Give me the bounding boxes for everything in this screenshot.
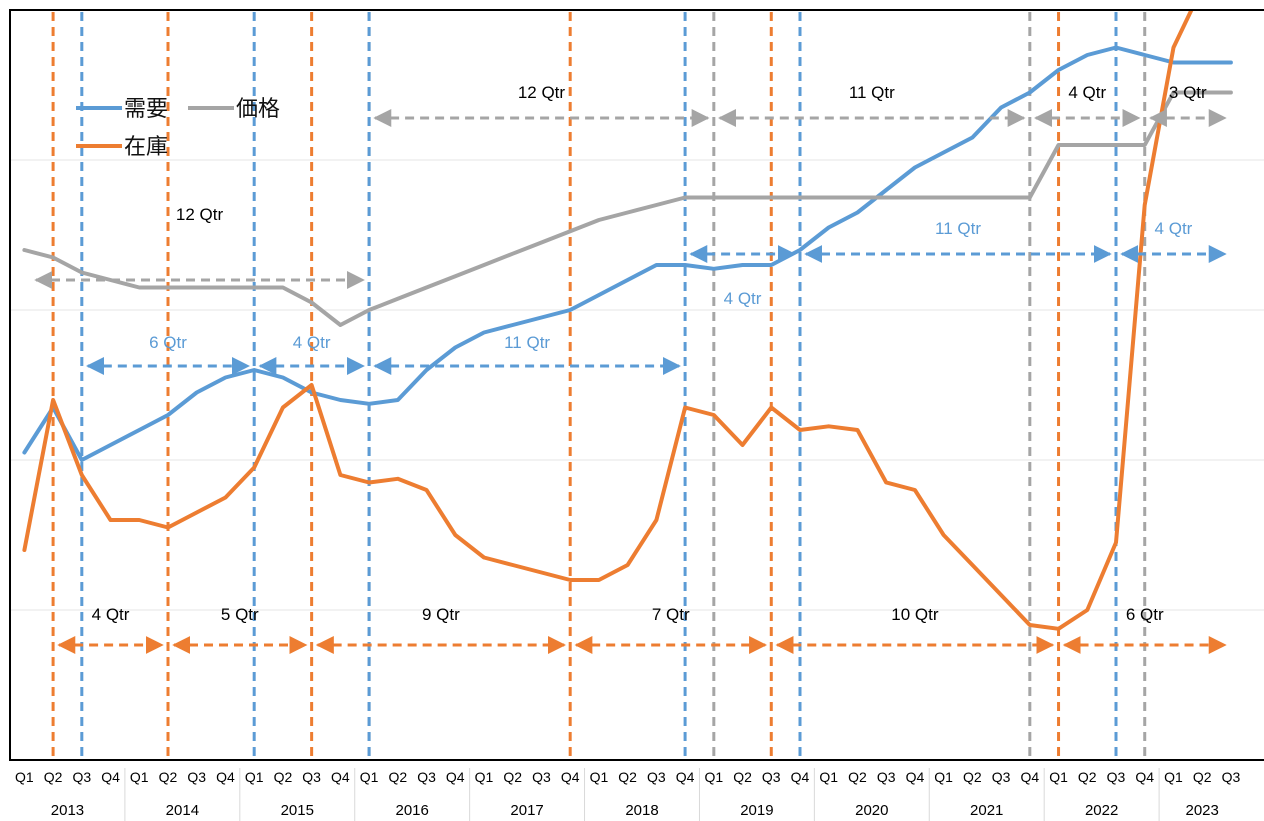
x-year-label: 2021 [970, 802, 1003, 819]
cycle-arrows: 12 Qtr 12 Qtr 11 Qtr 4 Qtr 3 Qtr 6 Qtr 4 Qtr 11… [34, 83, 1227, 654]
x-tick-label: Q3 [187, 769, 206, 785]
x-tick-label: Q3 [1222, 769, 1241, 785]
legend-label-demand: 需要 [124, 97, 168, 122]
x-tick-label: Q4 [1135, 769, 1154, 785]
x-tick-label: Q4 [791, 769, 810, 785]
inventory-cycle-label: 10 Qtr [891, 605, 939, 624]
demand-cycle-label: 11 Qtr [935, 219, 981, 238]
x-tick-label: Q2 [618, 769, 637, 785]
inventory-series-line [22, 10, 1194, 631]
legend-label-price: 価格 [236, 97, 280, 122]
legend: 需要 価格 在庫 [76, 97, 280, 160]
plot-border [9, 9, 1264, 761]
x-tick-label: Q1 [245, 769, 264, 785]
demand-series-line [22, 45, 1233, 462]
x-tick-label: Q1 [1164, 769, 1183, 785]
x-tick-label: Q1 [934, 769, 953, 785]
x-tick-label: Q4 [906, 769, 925, 785]
price-cycle-label: 12 Qtr [176, 205, 224, 224]
x-tick-label: Q1 [475, 769, 494, 785]
price-cycle-label: 4 Qtr [1068, 83, 1106, 102]
demand-cycle-label: 4 Qtr [293, 333, 331, 352]
demand-cycle-label: 6 Qtr [149, 333, 187, 352]
x-tick-label: Q3 [532, 769, 551, 785]
x-tick-label: Q3 [762, 769, 781, 785]
x-tick-label: Q2 [1078, 769, 1097, 785]
x-tick-label: Q1 [15, 769, 34, 785]
x-year-label: 2023 [1185, 802, 1218, 819]
x-tick-label: Q3 [417, 769, 436, 785]
x-year-label: 2013 [51, 802, 84, 819]
x-tick-label: Q2 [503, 769, 522, 785]
demand-cycle-label: 4 Qtr [724, 289, 762, 308]
x-tick-label: Q3 [302, 769, 321, 785]
x-year-label: 2016 [395, 802, 428, 819]
x-tick-label: Q1 [819, 769, 838, 785]
x-tick-label: Q2 [733, 769, 752, 785]
x-tick-label: Q1 [1049, 769, 1068, 785]
plot-frame [9, 9, 1264, 761]
x-tick-label: Q1 [590, 769, 609, 785]
x-tick-label: Q1 [130, 769, 149, 785]
gridlines [10, 159, 1264, 611]
x-tick-label: Q2 [1193, 769, 1212, 785]
x-tick-label: Q2 [274, 769, 293, 785]
price-cycle-label: 11 Qtr [849, 83, 895, 102]
inventory-cycle-label: 7 Qtr [652, 605, 690, 624]
x-tick-label: Q4 [446, 769, 465, 785]
series-lines [22, 10, 1233, 631]
x-tick-label: Q4 [676, 769, 695, 785]
x-tick-label: Q1 [360, 769, 379, 785]
x-tick-label: Q3 [647, 769, 666, 785]
x-tick-label: Q2 [848, 769, 867, 785]
cycle-markers [51, 12, 1147, 760]
demand-cycle-label: 4 Qtr [1155, 219, 1193, 238]
x-tick-label: Q4 [101, 769, 120, 785]
x-tick-label: Q3 [72, 769, 91, 785]
x-tick-label: Q4 [561, 769, 580, 785]
x-tick-label: Q2 [963, 769, 982, 785]
x-year-label: 2014 [166, 802, 199, 819]
x-tick-label: Q3 [1107, 769, 1126, 785]
x-tick-label: Q1 [704, 769, 723, 785]
price-cycle-label: 12 Qtr [518, 83, 566, 102]
price-cycle-label: 3 Qtr [1169, 83, 1207, 102]
x-tick-label: Q3 [877, 769, 896, 785]
x-axis: Q1 Q2 Q3 Q4 Q1 Q2 Q3 Q4 Q1 Q2 Q3 Q4 Q1 Q2 Q3 Q4 Q1 Q2 Q3 Q4… [15, 768, 1240, 821]
inventory-cycle-label: 9 Qtr [422, 605, 460, 624]
x-tick-label: Q2 [159, 769, 178, 785]
x-tick-label: Q4 [216, 769, 235, 785]
x-year-label: 2015 [281, 802, 314, 819]
inventory-cycle-label: 5 Qtr [221, 605, 259, 624]
x-tick-label: Q4 [1020, 769, 1039, 785]
legend-label-inventory: 在庫 [124, 135, 168, 160]
x-year-label: 2017 [510, 802, 543, 819]
inventory-cycle-label: 6 Qtr [1126, 605, 1164, 624]
demand-cycle-label: 11 Qtr [504, 333, 550, 352]
x-year-label: 2019 [740, 802, 773, 819]
inventory-cycle-label: 4 Qtr [92, 605, 130, 624]
x-year-label: 2018 [625, 802, 658, 819]
x-year-label: 2022 [1085, 802, 1118, 819]
x-tick-label: Q3 [992, 769, 1011, 785]
x-tick-label: Q2 [388, 769, 407, 785]
x-tick-label: Q4 [331, 769, 350, 785]
x-tick-label: Q2 [44, 769, 63, 785]
x-year-label: 2020 [855, 802, 888, 819]
